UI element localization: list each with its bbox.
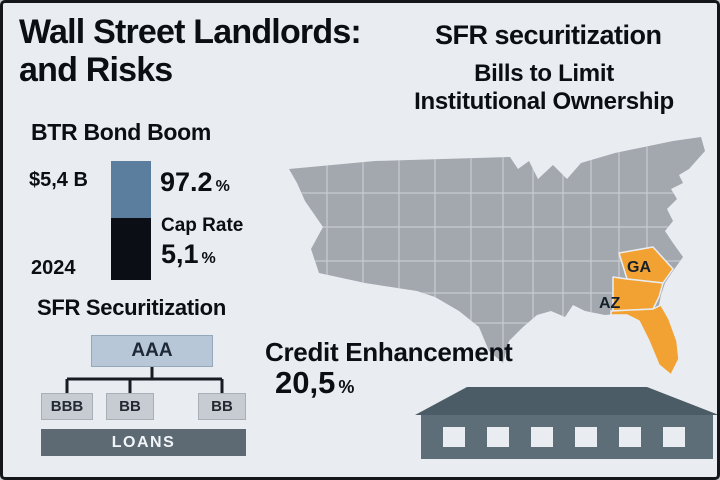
highlighted-states bbox=[610, 246, 680, 376]
securitization-heading: SFR Securitization bbox=[37, 295, 226, 320]
tranche-box-bb-1: BB bbox=[106, 393, 154, 420]
state-borders bbox=[289, 137, 705, 375]
credit-enhancement-unit: % bbox=[338, 377, 355, 397]
state-label-ga: GA bbox=[627, 259, 651, 276]
btr-top-value-number: 97.2 bbox=[160, 167, 213, 197]
btr-amount-label: $5,4 B bbox=[29, 169, 88, 191]
btr-top-value: 97.2% bbox=[160, 167, 230, 198]
credit-enhancement-label: Credit Enhancement bbox=[265, 337, 513, 367]
us-map: GA AZ bbox=[289, 137, 705, 376]
state-sc-shape bbox=[618, 246, 674, 284]
state-fl-shape bbox=[610, 304, 680, 376]
tranche-box-aaa: AAA bbox=[91, 335, 213, 367]
house-illustration bbox=[415, 387, 717, 459]
tranche-box-bb-2: BB bbox=[198, 393, 246, 420]
btr-bar-top-segment bbox=[111, 161, 151, 218]
page-title: Wall Street Landlords: and Risks bbox=[19, 13, 362, 89]
loans-bar: LOANS bbox=[41, 429, 246, 456]
cap-rate-value: 5,1% bbox=[161, 239, 216, 270]
state-label-az: AZ bbox=[599, 295, 621, 312]
map-header: Bills to Limit Institutional Ownership bbox=[375, 60, 713, 116]
house-roof bbox=[415, 387, 717, 415]
cap-rate-unit: % bbox=[201, 250, 216, 267]
cap-rate-label: Cap Rate bbox=[161, 215, 244, 236]
btr-bar bbox=[111, 161, 151, 280]
btr-heading: BTR Bond Boom bbox=[31, 119, 212, 145]
house-windows bbox=[443, 427, 685, 447]
page-title-right: SFR securitization bbox=[435, 20, 662, 50]
btr-bar-bottom-segment bbox=[111, 218, 151, 280]
credit-enhancement-number: 20,5 bbox=[275, 365, 336, 400]
page-title-line2: and Risks bbox=[19, 51, 173, 89]
us-map-shape bbox=[289, 137, 705, 375]
map-header-line1: Bills to Limit bbox=[474, 60, 614, 87]
tranche-box-bbb: BBB bbox=[41, 393, 93, 420]
cap-rate-number: 5,1 bbox=[161, 239, 199, 269]
credit-enhancement-value: 20,5% bbox=[275, 365, 354, 401]
btr-top-value-unit: % bbox=[215, 178, 230, 195]
tree-connector-lines bbox=[65, 367, 224, 393]
map-header-line2: Institutional Ownership bbox=[414, 88, 674, 115]
page-title-line1: Wall Street Landlords: bbox=[19, 13, 362, 51]
btr-year-label: 2024 bbox=[31, 257, 76, 279]
